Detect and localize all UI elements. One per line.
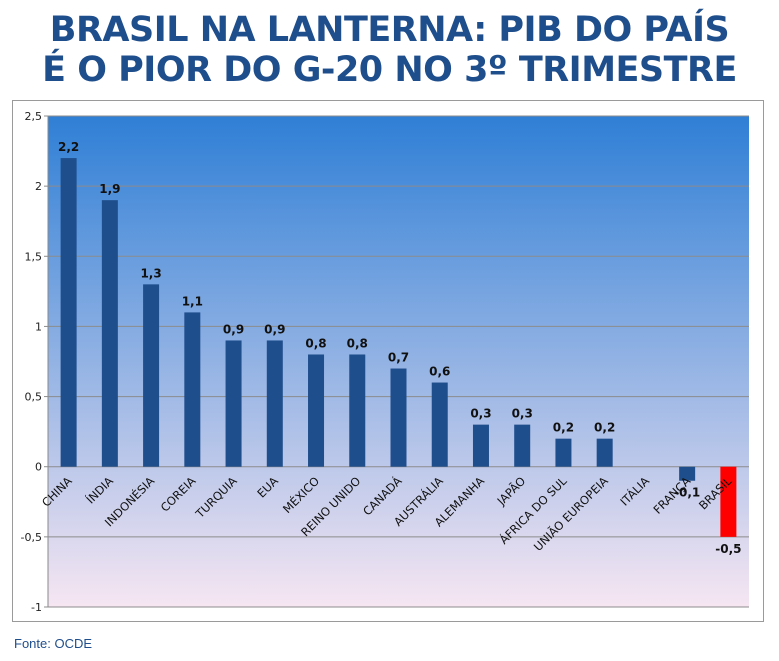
- bar: [679, 466, 696, 481]
- chart-title-line-1: BRASIL NA LANTERNA: PIB DO PAÍS: [49, 10, 730, 50]
- chart-title-line-2: É O PIOR DO G-20 NO 3º TRIMESTRE: [42, 50, 737, 90]
- bar: [431, 382, 448, 467]
- data-label: 1,1: [182, 294, 203, 308]
- y-tick-label: 0,5: [25, 391, 43, 404]
- bar: [184, 312, 201, 467]
- y-tick-label: 1,5: [25, 250, 43, 263]
- bar: [349, 354, 366, 467]
- data-label: 0,3: [512, 407, 533, 421]
- bar: [308, 354, 325, 467]
- bar: [101, 200, 118, 467]
- data-label: 0,8: [305, 336, 326, 350]
- data-label: 0,2: [594, 421, 615, 435]
- y-tick-label: 0: [35, 461, 42, 474]
- bar: [60, 158, 77, 467]
- bar-chart: 2,5 2 1,5 1 0,5 0 -0,5 -1 2,2 1,9 1,3 1,1 0,9 0,9 0,8…: [21, 110, 749, 614]
- data-label: 0,7: [388, 351, 409, 365]
- data-labels: 2,2 1,9 1,3 1,1 0,9 0,9 0,8 0,8 0,7 0,6 0,3 0,3 0,2 0…: [58, 140, 742, 556]
- bars: [60, 158, 737, 537]
- bar: [720, 466, 737, 537]
- plot-area: [48, 116, 749, 607]
- data-label: 0,9: [264, 322, 285, 336]
- bar: [596, 438, 613, 467]
- data-label: 2,2: [58, 140, 79, 154]
- bar: [555, 438, 572, 467]
- data-label: 0,6: [429, 365, 450, 379]
- bar: [514, 424, 531, 467]
- y-axis: 2,5 2 1,5 1 0,5 0 -0,5 -1: [21, 110, 49, 614]
- bar: [390, 368, 407, 467]
- chart-title: BRASIL NA LANTERNA: PIB DO PAÍS É O PIOR…: [0, 10, 779, 90]
- data-label: 0,3: [470, 407, 491, 421]
- y-tick-label: 2: [35, 180, 42, 193]
- y-tick-label: 1: [35, 320, 42, 333]
- data-label: 0,8: [347, 336, 368, 350]
- y-tick-label: 2,5: [25, 110, 43, 123]
- data-label: 0,2: [553, 421, 574, 435]
- data-label: -0,1: [674, 486, 700, 500]
- data-label: 0,9: [223, 322, 244, 336]
- y-tick-label: -1: [31, 601, 42, 614]
- y-tick-label: -0,5: [21, 531, 42, 544]
- chart-frame: 2,5 2 1,5 1 0,5 0 -0,5 -1 2,2 1,9 1,3 1,1 0,9 0,9 0,8…: [12, 100, 764, 622]
- data-label: -0,5: [715, 542, 741, 556]
- bar: [225, 340, 242, 467]
- bar: [472, 424, 489, 467]
- bar: [266, 340, 283, 467]
- data-label: 1,3: [140, 266, 161, 280]
- bar: [143, 284, 160, 467]
- source-note: Fonte: OCDE: [14, 636, 93, 651]
- data-label: 1,9: [99, 182, 120, 196]
